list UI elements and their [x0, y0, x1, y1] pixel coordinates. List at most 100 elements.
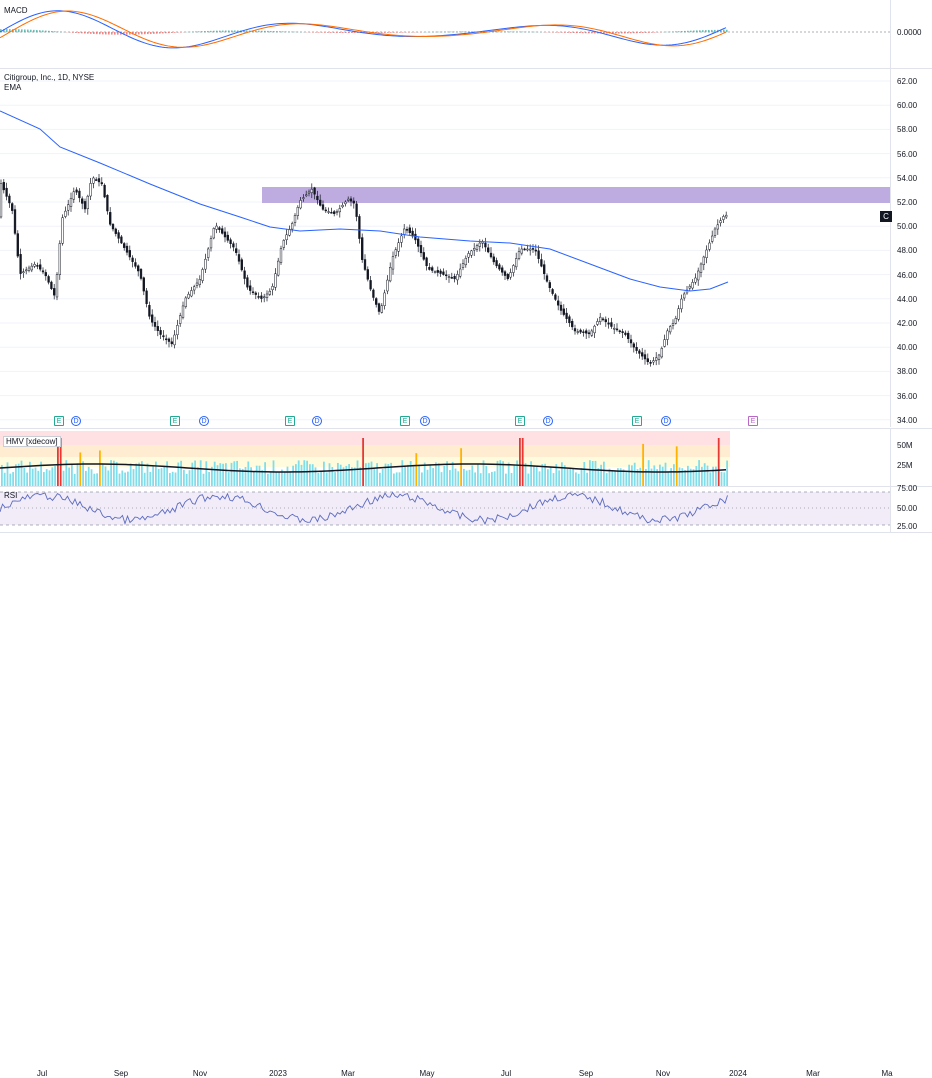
volume-bar [273, 460, 275, 486]
candle-body [515, 259, 517, 267]
earnings-marker[interactable]: E [748, 416, 758, 426]
dividend-marker[interactable]: D [71, 416, 81, 426]
candle-body [630, 340, 632, 343]
candle-body [185, 298, 187, 307]
candle-body [555, 295, 557, 300]
candle-body [202, 269, 204, 280]
candle-body [23, 272, 25, 273]
time-axis-label: 2024 [729, 1069, 747, 1078]
macd-histogram-bar [501, 31, 503, 32]
volume-bar [315, 467, 317, 486]
macd-histogram-bar [108, 32, 110, 35]
macd-pane[interactable]: MACD [0, 0, 890, 68]
macd-histogram-bar [636, 32, 638, 33]
candle-body [37, 265, 39, 266]
earnings-marker[interactable]: E [285, 416, 295, 426]
candle-body [311, 189, 313, 192]
volume-bar [191, 463, 193, 486]
candle-body [112, 224, 114, 229]
dividend-marker[interactable]: D [199, 416, 209, 426]
candle-body [227, 235, 229, 240]
macd-histogram-bar [345, 32, 347, 33]
candle-body [580, 330, 582, 332]
macd-histogram-bar [705, 30, 707, 32]
macd-chart [0, 0, 890, 68]
candle-body [683, 294, 685, 298]
dividend-marker[interactable]: D [312, 416, 322, 426]
volume-bar [460, 448, 462, 486]
rsi-legend[interactable]: RSI [4, 491, 17, 501]
volume-bar [435, 462, 437, 486]
macd-histogram-bar [516, 32, 518, 33]
macd-histogram-bar [678, 31, 680, 32]
macd-histogram-bar [510, 31, 512, 32]
macd-histogram-bar [390, 32, 392, 33]
earnings-marker[interactable]: E [400, 416, 410, 426]
macd-axis[interactable]: 0.0000 [890, 0, 932, 68]
volume-axis[interactable]: 50M 25M [890, 429, 932, 486]
dividend-marker[interactable]: D [543, 416, 553, 426]
candle-body [325, 210, 327, 211]
volume-bar [662, 467, 664, 486]
candle-body [179, 316, 181, 324]
time-axis[interactable]: Jul Sep Nov 2023 Mar May Jul Sep Nov 202… [0, 532, 932, 550]
candle-body [577, 332, 579, 333]
price-axis-label: 60.00 [897, 101, 917, 110]
candle-body [448, 277, 450, 278]
candle-body [644, 355, 646, 359]
dividend-marker[interactable]: D [420, 416, 430, 426]
candle-body [345, 202, 347, 204]
candle-body [283, 240, 285, 247]
symbol-legend[interactable]: Citigroup, Inc., 1D, NYSE [4, 73, 94, 83]
dividend-marker[interactable]: D [661, 416, 671, 426]
macd-histogram-bar [204, 31, 206, 32]
volume-bar [138, 463, 140, 486]
macd-histogram-bar [324, 32, 326, 33]
volume-bar [107, 470, 109, 486]
price-axis-label: 40.00 [897, 343, 917, 352]
earnings-marker[interactable]: E [632, 416, 642, 426]
volume-bar [331, 467, 333, 486]
candle-body [98, 179, 100, 182]
macd-histogram-bar [126, 32, 128, 35]
earnings-marker[interactable]: E [54, 416, 64, 426]
candle-body [188, 294, 190, 298]
candle-body [364, 260, 366, 270]
volume-bar [222, 464, 224, 486]
candle-body [639, 351, 641, 354]
candle-body [322, 205, 324, 210]
macd-histogram-bar [198, 31, 200, 32]
hmv-legend[interactable]: HMV [xdecow] [3, 436, 61, 447]
volume-bar [169, 473, 171, 486]
earnings-marker[interactable]: E [515, 416, 525, 426]
rsi-pane[interactable]: RSI [0, 487, 890, 532]
rsi-axis[interactable]: 75.00 50.00 25.00 [890, 487, 932, 532]
candle-body [199, 279, 201, 284]
volume-bar [197, 467, 199, 486]
candle-body [602, 319, 604, 320]
candle-body [79, 191, 81, 198]
candle-body [420, 245, 422, 253]
ema-legend[interactable]: EMA [4, 83, 21, 93]
volume-bar [368, 463, 370, 486]
macd-histogram-bar [354, 32, 356, 33]
price-pane[interactable]: Citigroup, Inc., 1D, NYSE EMA [0, 69, 890, 427]
candle-body [361, 238, 363, 260]
candle-body [56, 275, 58, 297]
volume-bar [530, 461, 532, 486]
candle-body [42, 271, 44, 272]
volume-bar [357, 460, 359, 486]
volume-bar [477, 464, 479, 486]
macd-histogram-bar [513, 31, 515, 32]
volume-bar [561, 462, 563, 486]
volume-bar [46, 469, 48, 486]
volume-pane[interactable]: HMV [xdecow] [0, 429, 890, 486]
candle-body [714, 229, 716, 235]
macd-histogram-bar [30, 30, 32, 32]
volume-bar [26, 473, 28, 486]
macd-histogram-bar [615, 32, 617, 33]
earnings-marker[interactable]: E [170, 416, 180, 426]
macd-histogram-bar [210, 31, 212, 32]
candle-body [266, 294, 268, 298]
